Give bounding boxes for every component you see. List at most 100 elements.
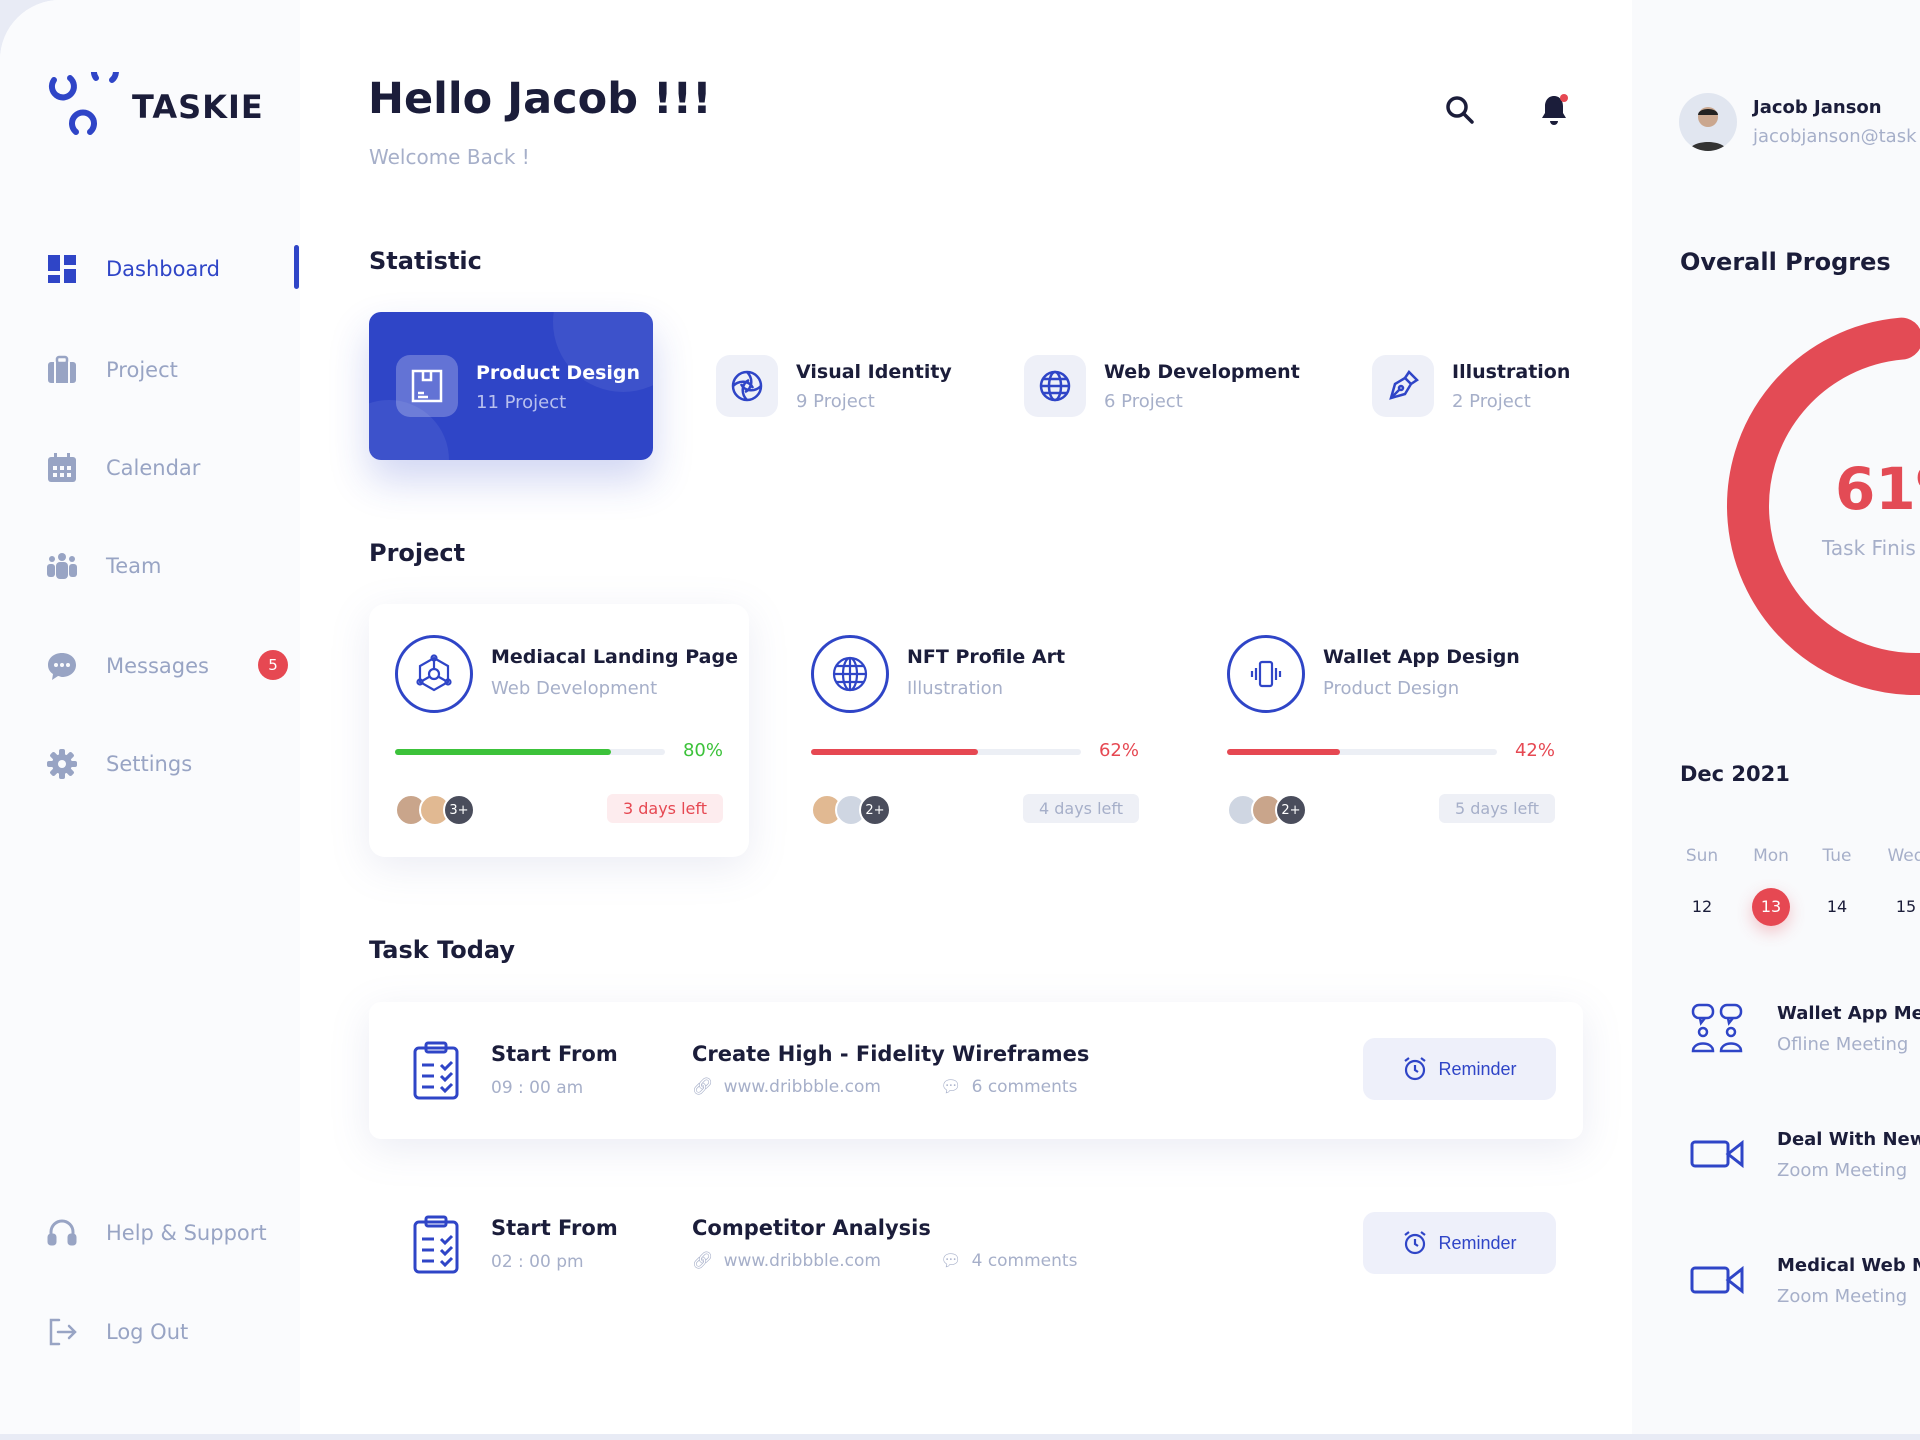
stat-title: Web Development: [1104, 360, 1300, 383]
task-link[interactable]: 🔗︎ www.dribbble.com: [692, 1251, 881, 1271]
messages-badge: 5: [258, 650, 288, 680]
user-email: jacobjanson@task: [1753, 126, 1917, 147]
days-left-badge: 3 days left: [606, 794, 723, 823]
task-row[interactable]: Start From 02 : 00 pm Competitor Analysi…: [369, 1176, 1583, 1313]
meeting-type: Zoom Meeting: [1777, 1286, 1908, 1307]
calendar-day[interactable]: 15: [1895, 897, 1917, 916]
stat-card-visual-identity[interactable]: Visual Identity 9 Project: [716, 355, 952, 417]
stat-count: 9 Project: [796, 390, 875, 412]
box-icon: [396, 355, 458, 417]
project-card[interactable]: Mediacal Landing Page Web Development 80…: [369, 604, 749, 857]
start-time: 02 : 00 pm: [491, 1252, 584, 1272]
sidebar-item-project[interactable]: Project: [46, 350, 178, 390]
chat-icon: [48, 653, 76, 680]
task-today-heading: Task Today: [369, 936, 516, 964]
task-comments[interactable]: 💬︎ 6 comments: [940, 1077, 1077, 1097]
progress-value: 61%: [1835, 455, 1920, 523]
team-icon: [47, 553, 77, 579]
weekday-label: Wed: [1887, 846, 1920, 866]
more-members: 3+: [443, 794, 475, 826]
sidebar-item-help[interactable]: Help & Support: [46, 1213, 267, 1253]
meeting-title: Deal With New Client: [1777, 1129, 1920, 1150]
start-label: Start From: [491, 1216, 618, 1240]
briefcase-icon: [48, 355, 76, 383]
progress-caption: Task Finis: [1822, 536, 1916, 560]
more-members: 2+: [1275, 794, 1307, 826]
reminder-button[interactable]: Reminder: [1363, 1212, 1556, 1274]
user-avatar[interactable]: [1679, 93, 1737, 151]
link-text[interactable]: www.dribbble.com: [723, 1077, 881, 1097]
member-avatars: 2+: [1227, 794, 1307, 826]
comment-icon: 💬︎: [940, 1251, 962, 1271]
project-card[interactable]: NFT Profile Art Illustration 62% 2+ 4 da…: [785, 604, 1165, 857]
progress-arc: [1727, 317, 1920, 695]
search-button[interactable]: [1444, 94, 1476, 130]
reminder-label: Reminder: [1438, 1232, 1517, 1253]
meeting-item[interactable]: Medical Web Meeting Zoom Meeting: [1690, 1255, 1920, 1307]
notifications-button[interactable]: [1536, 92, 1572, 132]
progress-bar: [1227, 749, 1497, 755]
calendar-day-selected[interactable]: 13: [1752, 888, 1790, 926]
alarm-icon: [1404, 1057, 1427, 1081]
meeting-item[interactable]: Wallet App Meeting Ofline Meeting: [1690, 1003, 1920, 1059]
headset-icon: [47, 1219, 77, 1246]
progress-percent: 62%: [1098, 740, 1139, 761]
meeting-item[interactable]: Deal With New Client Zoom Meeting: [1690, 1129, 1920, 1181]
calendar-day[interactable]: 12: [1691, 897, 1713, 916]
weekday-label: Mon: [1753, 846, 1789, 866]
comments-text: 6 comments: [971, 1077, 1078, 1097]
calendar-day[interactable]: 14: [1826, 897, 1848, 916]
project-heading: Project: [369, 539, 466, 567]
reminder-label: Reminder: [1438, 1058, 1517, 1079]
right-panel: Jacob Janson jacobjanson@task Overall Pr…: [1632, 0, 1920, 1434]
user-name: Jacob Janson: [1753, 97, 1882, 118]
link-text[interactable]: www.dribbble.com: [723, 1251, 881, 1271]
phone-vibrate-icon: [1227, 635, 1305, 713]
sidebar-item-label: Calendar: [106, 456, 201, 480]
project-title: Wallet App Design: [1323, 646, 1520, 668]
project-card[interactable]: Wallet App Design Product Design 42% 2+ …: [1201, 604, 1581, 857]
progress-percent: 42%: [1514, 740, 1555, 761]
project-title: NFT Profile Art: [907, 646, 1066, 668]
sidebar-item-team[interactable]: Team: [46, 546, 162, 586]
progress-bar: [395, 749, 665, 755]
logo-text: TASKIE: [132, 88, 264, 126]
sidebar-item-calendar[interactable]: Calendar: [46, 448, 200, 488]
sidebar-item-settings[interactable]: Settings: [46, 744, 192, 784]
stat-count: 2 Project: [1452, 390, 1531, 412]
link-icon: 🔗︎: [692, 1077, 714, 1097]
task-comments[interactable]: 💬︎ 4 comments: [940, 1251, 1077, 1271]
page-title: Hello Jacob !!!: [368, 74, 712, 124]
reminder-button[interactable]: Reminder: [1363, 1038, 1556, 1100]
stat-card-product-design[interactable]: Product Design 11 Project: [369, 312, 653, 460]
logout-icon: [49, 1318, 77, 1346]
stat-count: 11 Project: [476, 392, 567, 413]
progress-bar: [811, 749, 1081, 755]
days-left-badge: 4 days left: [1022, 794, 1139, 823]
clipboard-icon: [413, 1215, 459, 1274]
sidebar-item-messages[interactable]: Messages: [46, 646, 209, 686]
weekday-label: Sun: [1685, 846, 1719, 866]
logo-icon: [48, 57, 120, 142]
alarm-icon: [1404, 1231, 1427, 1255]
search-icon: [1446, 96, 1474, 124]
start-label: Start From: [491, 1042, 618, 1066]
more-members: 2+: [859, 794, 891, 826]
active-indicator: [294, 245, 299, 289]
project-title: Mediacal Landing Page: [491, 646, 738, 668]
task-link[interactable]: 🔗︎ www.dribbble.com: [692, 1077, 881, 1097]
calendar-month: Dec 2021: [1680, 762, 1790, 786]
task-row[interactable]: Start From 09 : 00 am Create High - Fide…: [369, 1002, 1583, 1139]
sidebar-item-label: Team: [106, 554, 162, 578]
task-title: Competitor Analysis: [692, 1216, 931, 1240]
clipboard-icon: [413, 1041, 459, 1100]
stat-card-illustration[interactable]: Illustration 2 Project: [1372, 355, 1570, 417]
sidebar-item-label: Dashboard: [106, 257, 220, 281]
sidebar-item-dashboard[interactable]: Dashboard: [46, 249, 220, 289]
stat-card-web-development[interactable]: Web Development 6 Project: [1024, 355, 1300, 417]
page-subtitle: Welcome Back !: [369, 145, 530, 169]
task-title: Create High - Fidelity Wireframes: [692, 1042, 1090, 1066]
globe-icon: [1024, 355, 1086, 417]
sidebar-item-logout[interactable]: Log Out: [46, 1312, 188, 1352]
